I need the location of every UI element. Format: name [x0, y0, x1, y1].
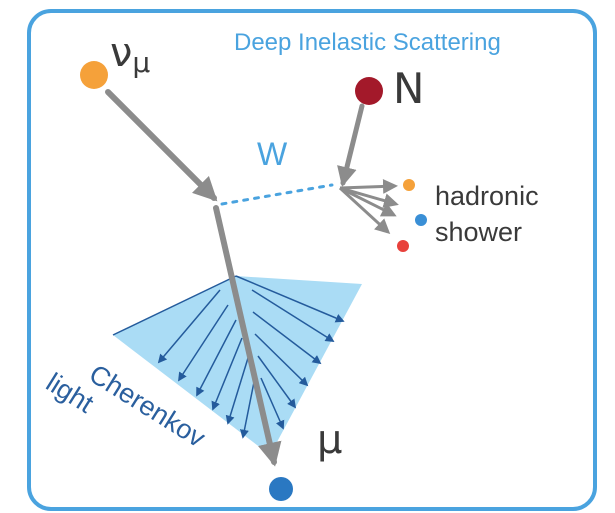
w-boson-label: W	[257, 136, 288, 172]
neutrino-track	[105, 89, 218, 202]
muon-dot	[269, 477, 293, 501]
cherenkov-ray	[257, 355, 297, 409]
cherenkov-ray	[254, 333, 309, 387]
cherenkov-ray	[251, 289, 335, 342]
muon-track	[213, 205, 282, 467]
neutrino-dot	[80, 61, 108, 89]
diagram-frame	[27, 9, 597, 511]
cherenkov-cone	[112, 275, 362, 455]
hadronic-shower-arrows	[338, 178, 399, 235]
nucleon-label: N	[393, 64, 424, 113]
hadron-dot-orange	[403, 179, 415, 191]
cherenkov-ray	[225, 357, 249, 425]
cherenkov-ray	[196, 319, 237, 397]
cherenkov-ray	[211, 337, 243, 411]
muon-label: μ	[317, 417, 342, 463]
cherenkov-ray	[178, 304, 229, 382]
hadronic-label: hadronic	[435, 181, 539, 211]
cherenkov-ray	[239, 381, 255, 439]
nucleon-track	[337, 103, 365, 187]
cherenkov-ray	[157, 289, 221, 364]
cherenkov-ray	[260, 377, 285, 430]
w-boson-line	[220, 183, 334, 206]
cherenkov-ray	[252, 311, 322, 365]
neutrino-label: νμ	[110, 30, 150, 79]
shower-label: shower	[435, 217, 522, 247]
diagram-title: Deep Inelastic Scattering	[234, 29, 501, 56]
hadron-dot-red	[397, 240, 409, 252]
cherenkov-ray	[235, 275, 345, 323]
nucleon-dot	[355, 77, 383, 105]
hadron-dot-blue	[415, 214, 427, 226]
